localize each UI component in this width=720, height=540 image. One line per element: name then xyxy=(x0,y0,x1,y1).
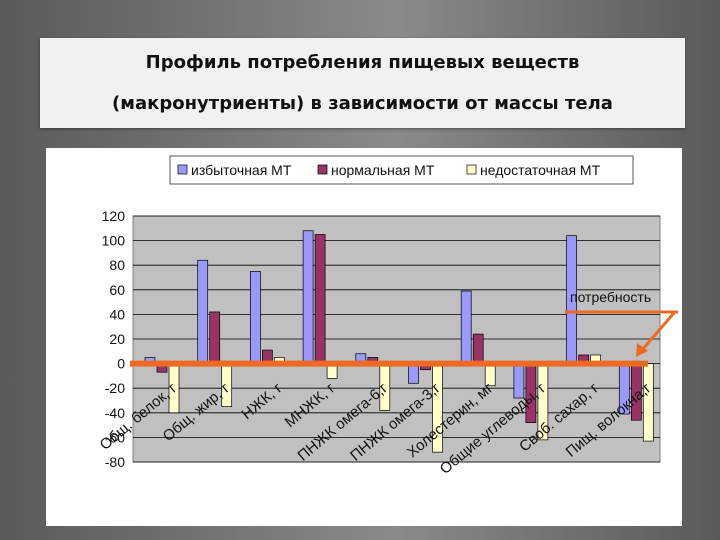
legend-label: недостаточная МТ xyxy=(480,162,601,178)
title-box: Профиль потребления пищевых веществ (мак… xyxy=(40,38,685,128)
y-tick-label: -60 xyxy=(105,429,125,445)
y-tick-label: 60 xyxy=(109,282,125,298)
bar-normal xyxy=(472,333,484,364)
slide-title-line-2: (макронутриенты) в зависимости от массы … xyxy=(112,93,613,114)
bar-deficit xyxy=(642,363,654,442)
y-tick-label: 120 xyxy=(102,208,126,224)
legend-label: нормальная МТ xyxy=(331,162,435,178)
legend-swatch xyxy=(466,164,477,175)
y-tick-label: -40 xyxy=(105,405,125,421)
annotation-arrow-head xyxy=(636,343,648,357)
bar-excess xyxy=(250,271,261,364)
slide-title-line-1: Профиль потребления пищевых веществ xyxy=(145,52,580,73)
annotation-arrow-shaft xyxy=(640,312,676,351)
bar-excess xyxy=(197,259,209,364)
y-tick-label: -20 xyxy=(105,380,125,396)
y-tick-label: 80 xyxy=(109,257,125,273)
bar-normal xyxy=(209,311,221,364)
legend-label: избыточная МТ xyxy=(191,162,292,178)
legend-box xyxy=(169,155,634,185)
y-tick-label: 40 xyxy=(109,306,125,322)
bar-excess xyxy=(302,230,314,364)
bar-excess xyxy=(460,290,472,364)
legend-swatch xyxy=(177,164,188,175)
legend-swatch xyxy=(317,164,328,175)
annotation-text: потребность xyxy=(570,289,651,305)
legend: избыточная МТ нормальная МТ недостаточная … xyxy=(169,155,634,185)
y-tick-label: -80 xyxy=(105,454,125,470)
y-tick-label: 100 xyxy=(102,233,126,249)
y-tick-label: 20 xyxy=(109,331,125,347)
y-tick-label: 0 xyxy=(117,356,125,372)
bar-normal xyxy=(314,234,326,364)
